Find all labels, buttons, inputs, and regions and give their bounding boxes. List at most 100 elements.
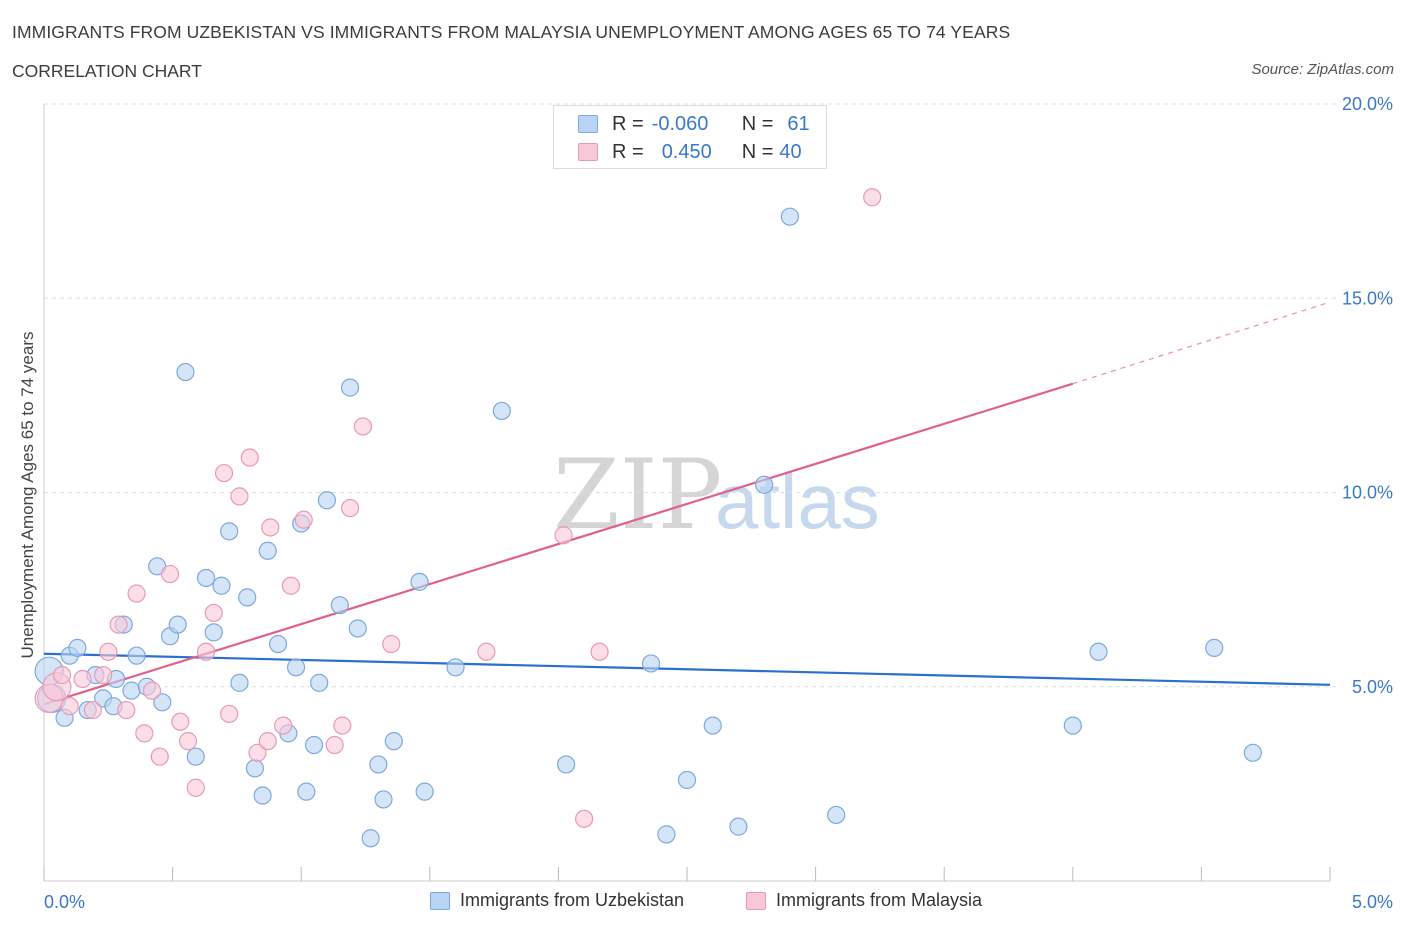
uzbekistan-point	[268, 634, 288, 654]
uzbekistan-point	[196, 568, 216, 588]
chart-subtitle: CORRELATION CHART	[12, 61, 202, 81]
malaysia-point	[325, 735, 344, 755]
grid-lines	[44, 103, 1340, 688]
malaysia-point	[281, 576, 301, 595]
y-tick-label: 15.0%	[1342, 288, 1393, 308]
uzbekistan-point	[304, 735, 324, 755]
uzbekistan-point	[369, 755, 388, 774]
uzbekistan-point	[827, 805, 846, 825]
malaysia-point	[340, 498, 360, 518]
uzbekistan-point	[168, 615, 187, 634]
malaysia-point	[590, 642, 609, 661]
malaysia-point	[214, 463, 234, 483]
watermark-atlas: atlas	[715, 457, 880, 545]
malaysia-point	[94, 665, 113, 685]
legend-n-label: N =	[741, 140, 774, 163]
legend-r-value: 0.450	[661, 140, 712, 163]
malaysia-point	[575, 809, 594, 828]
uzbekistan-point	[253, 786, 272, 805]
malaysia-point	[333, 716, 352, 735]
malaysia-point	[382, 634, 401, 654]
bottom-legend-uzbekistan: Immigrants from Uzbekistan	[430, 890, 684, 911]
malaysia-point	[83, 700, 102, 720]
malaysia-point	[160, 564, 180, 584]
malaysia-point	[178, 732, 198, 751]
uzbekistan-point	[122, 681, 141, 700]
malaysia-point	[142, 681, 162, 700]
uzbekistan-point	[1205, 638, 1224, 658]
malaysia-point	[127, 584, 146, 603]
uzbekistan-point	[1063, 716, 1082, 735]
uzbekistan-point	[153, 693, 172, 712]
y-tick-label: 10.0%	[1342, 483, 1393, 503]
uzbekistan-point	[384, 732, 403, 751]
series-name-malaysia: Immigrants from Malaysia	[776, 890, 983, 910]
malaysia-point	[196, 642, 216, 661]
legend-r-label: R =	[612, 112, 644, 135]
uzbekistan-point	[330, 596, 349, 615]
malaysia-point	[258, 732, 277, 751]
chart-title: IMMIGRANTS FROM UZBEKISTAN VS IMMIGRANTS…	[12, 22, 1011, 42]
x-tick-label: 0.0%	[44, 892, 85, 912]
malaysia-point	[261, 518, 280, 537]
uzbekistan-point	[729, 817, 748, 836]
malaysia-point	[248, 743, 267, 762]
legend-r-label: R =	[612, 140, 644, 163]
uzbekistan-point	[1243, 743, 1262, 762]
malaysia-point	[171, 712, 190, 731]
uzbekistan-point	[245, 759, 265, 778]
malaysia-point	[240, 448, 259, 467]
uzbekistan-point	[297, 782, 316, 801]
uzbekistan-point	[348, 619, 367, 638]
uzbekistan-point	[677, 770, 697, 790]
malaysia-point	[554, 526, 573, 545]
malaysia-point	[863, 188, 882, 207]
uzbekistan-point	[415, 782, 434, 801]
uzbekistan-point	[220, 522, 239, 541]
uzbekistan-point	[340, 378, 360, 397]
uzbekistan-point	[176, 362, 195, 382]
malaysia-swatch	[578, 143, 598, 161]
uzbekistan-point	[204, 623, 223, 642]
uzbekistan-point	[410, 572, 429, 591]
y-tick-label: 20.0%	[1342, 94, 1393, 114]
malaysia-point	[73, 669, 92, 689]
uzbekistan-point	[755, 475, 774, 494]
uzbekistan-point	[317, 491, 337, 510]
tick-labels: 5.0% 10.0% 15.0% 20.0% 0.0% 5.0%	[44, 94, 1393, 912]
legend-row-uzbekistan: R = -0.060 N = 61	[578, 111, 810, 137]
series-name-uzbekistan: Immigrants from Uzbekistan	[460, 890, 685, 910]
uzbekistan-point	[230, 673, 249, 692]
legend-row-malaysia: R = 0.450 N = 40	[578, 139, 802, 165]
uzbekistan-point	[186, 747, 205, 766]
malaysia-point	[204, 603, 223, 623]
uzbekistan-trend-line	[43, 652, 1331, 686]
data-points	[34, 188, 1262, 848]
malaysia-point	[60, 697, 79, 716]
axes	[43, 104, 1331, 882]
malaysia-trend-line	[43, 382, 1074, 706]
correlation-legend: R = -0.060 N = 61 R = 0.450 N = 40	[553, 105, 827, 169]
uzbekistan-point	[657, 825, 676, 844]
watermark-zip: ZIP	[553, 439, 722, 551]
malaysia-point	[477, 642, 496, 661]
uzbekistan-point	[127, 646, 146, 665]
malaysia-point	[230, 487, 249, 506]
uzbekistan-point	[703, 716, 722, 735]
uzbekistan-point	[238, 588, 257, 607]
uzbekistan-point	[780, 207, 799, 226]
uzbekistan-point	[1089, 642, 1108, 661]
malaysia-point	[99, 642, 118, 661]
legend-n-label: N =	[741, 112, 774, 135]
uzbekistan-point	[557, 755, 576, 774]
malaysia-point	[220, 704, 239, 724]
uzbekistan-point	[641, 654, 661, 673]
y-axis-label: Unemployment Among Ages 65 to 74 years	[18, 331, 37, 659]
uzbekistan-swatch	[578, 115, 598, 133]
y-tick-label: 5.0%	[1352, 677, 1393, 697]
malaysia-point	[117, 700, 136, 720]
malaysia-point	[135, 724, 154, 743]
uzbekistan-point	[446, 658, 465, 677]
uzbekistan-point	[492, 401, 511, 421]
